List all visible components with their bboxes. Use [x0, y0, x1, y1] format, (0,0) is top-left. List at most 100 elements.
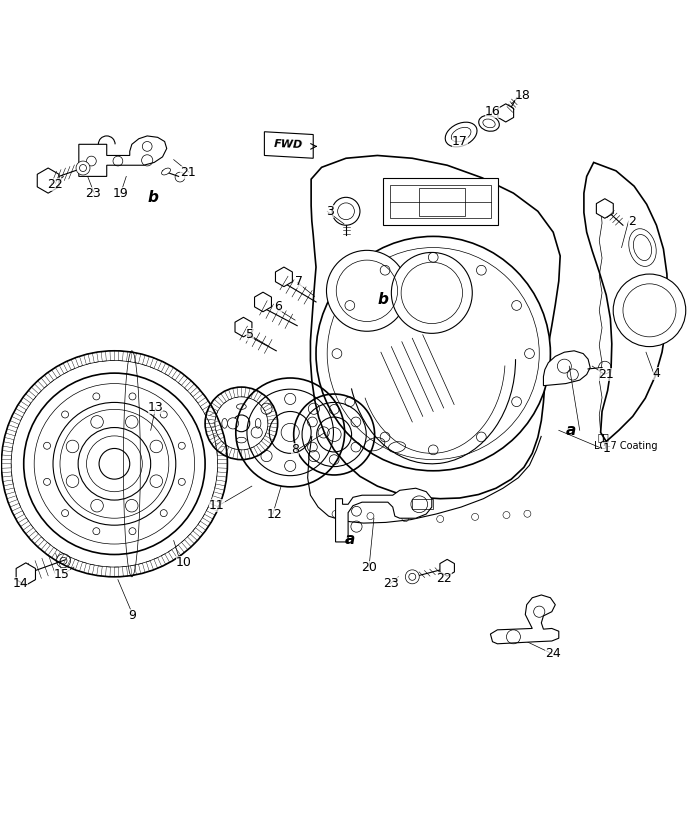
Polygon shape	[1, 472, 12, 477]
Polygon shape	[212, 399, 222, 408]
Polygon shape	[48, 548, 57, 558]
Polygon shape	[59, 363, 68, 374]
Polygon shape	[67, 359, 75, 370]
Text: 20: 20	[361, 561, 377, 574]
Text: 11: 11	[209, 499, 225, 512]
Polygon shape	[208, 416, 219, 424]
Circle shape	[326, 251, 408, 331]
Text: 14: 14	[13, 577, 28, 590]
Polygon shape	[1, 455, 11, 459]
Text: 15: 15	[54, 568, 70, 580]
Polygon shape	[217, 459, 227, 463]
Polygon shape	[26, 390, 36, 400]
Polygon shape	[158, 361, 166, 372]
Text: 10: 10	[175, 557, 192, 570]
Polygon shape	[229, 448, 235, 459]
Polygon shape	[34, 537, 44, 547]
Polygon shape	[254, 391, 262, 401]
Polygon shape	[143, 355, 150, 366]
Polygon shape	[172, 370, 181, 380]
Polygon shape	[10, 503, 21, 511]
Polygon shape	[8, 420, 19, 428]
Polygon shape	[210, 499, 220, 507]
Polygon shape	[101, 351, 106, 361]
Circle shape	[316, 237, 550, 471]
Polygon shape	[217, 450, 227, 455]
Polygon shape	[38, 378, 48, 388]
Polygon shape	[196, 394, 206, 403]
Polygon shape	[178, 375, 188, 385]
Text: 7: 7	[295, 274, 303, 287]
Text: 21: 21	[180, 166, 196, 179]
Polygon shape	[71, 559, 79, 570]
Polygon shape	[206, 507, 217, 515]
Text: FWD: FWD	[274, 140, 303, 150]
Polygon shape	[200, 401, 211, 410]
Polygon shape	[267, 427, 278, 432]
Polygon shape	[221, 446, 229, 455]
Bar	[412, 499, 433, 509]
Polygon shape	[206, 430, 217, 437]
Polygon shape	[251, 447, 258, 457]
Polygon shape	[261, 438, 271, 447]
Polygon shape	[115, 567, 119, 577]
Polygon shape	[217, 468, 227, 472]
Text: 21: 21	[598, 368, 614, 381]
Polygon shape	[134, 353, 140, 363]
Text: 22: 22	[435, 572, 452, 585]
Polygon shape	[215, 484, 225, 490]
Polygon shape	[75, 357, 82, 367]
Polygon shape	[131, 565, 136, 575]
Polygon shape	[205, 424, 215, 428]
Bar	[419, 188, 465, 216]
Polygon shape	[55, 552, 64, 562]
Bar	[383, 178, 498, 225]
Polygon shape	[138, 563, 145, 574]
Polygon shape	[122, 566, 128, 576]
Polygon shape	[182, 539, 191, 550]
Polygon shape	[336, 488, 432, 542]
Polygon shape	[110, 351, 115, 361]
Polygon shape	[154, 557, 161, 568]
Text: 19: 19	[113, 187, 129, 200]
Polygon shape	[185, 381, 194, 391]
Polygon shape	[12, 413, 22, 420]
Polygon shape	[190, 387, 201, 397]
Polygon shape	[146, 561, 154, 571]
Polygon shape	[29, 531, 38, 540]
Polygon shape	[247, 388, 254, 398]
Polygon shape	[264, 131, 313, 158]
Polygon shape	[233, 388, 238, 397]
Polygon shape	[23, 525, 34, 534]
Polygon shape	[165, 366, 173, 376]
Polygon shape	[31, 384, 41, 394]
Text: 22: 22	[48, 178, 63, 191]
Polygon shape	[205, 409, 215, 417]
Polygon shape	[4, 488, 15, 494]
Polygon shape	[193, 528, 203, 537]
Circle shape	[76, 161, 90, 175]
Text: a: a	[345, 532, 354, 547]
Text: b: b	[377, 292, 389, 308]
Text: 1: 1	[603, 442, 610, 455]
Text: 16: 16	[484, 105, 500, 118]
Polygon shape	[2, 446, 13, 452]
Polygon shape	[310, 156, 560, 499]
Text: b: b	[147, 190, 158, 205]
Polygon shape	[268, 419, 278, 424]
Text: 18: 18	[514, 89, 531, 102]
Ellipse shape	[161, 168, 171, 175]
Polygon shape	[20, 397, 31, 406]
Text: 23: 23	[384, 577, 399, 590]
Text: 8: 8	[291, 443, 299, 456]
Polygon shape	[1, 463, 11, 468]
Polygon shape	[150, 357, 158, 368]
Polygon shape	[491, 595, 559, 644]
Text: 13: 13	[147, 401, 164, 415]
Text: 12: 12	[266, 508, 282, 521]
Polygon shape	[245, 449, 250, 459]
Text: 3: 3	[326, 205, 334, 218]
Circle shape	[391, 252, 473, 334]
Text: 17: 17	[452, 135, 468, 148]
Polygon shape	[208, 406, 218, 414]
